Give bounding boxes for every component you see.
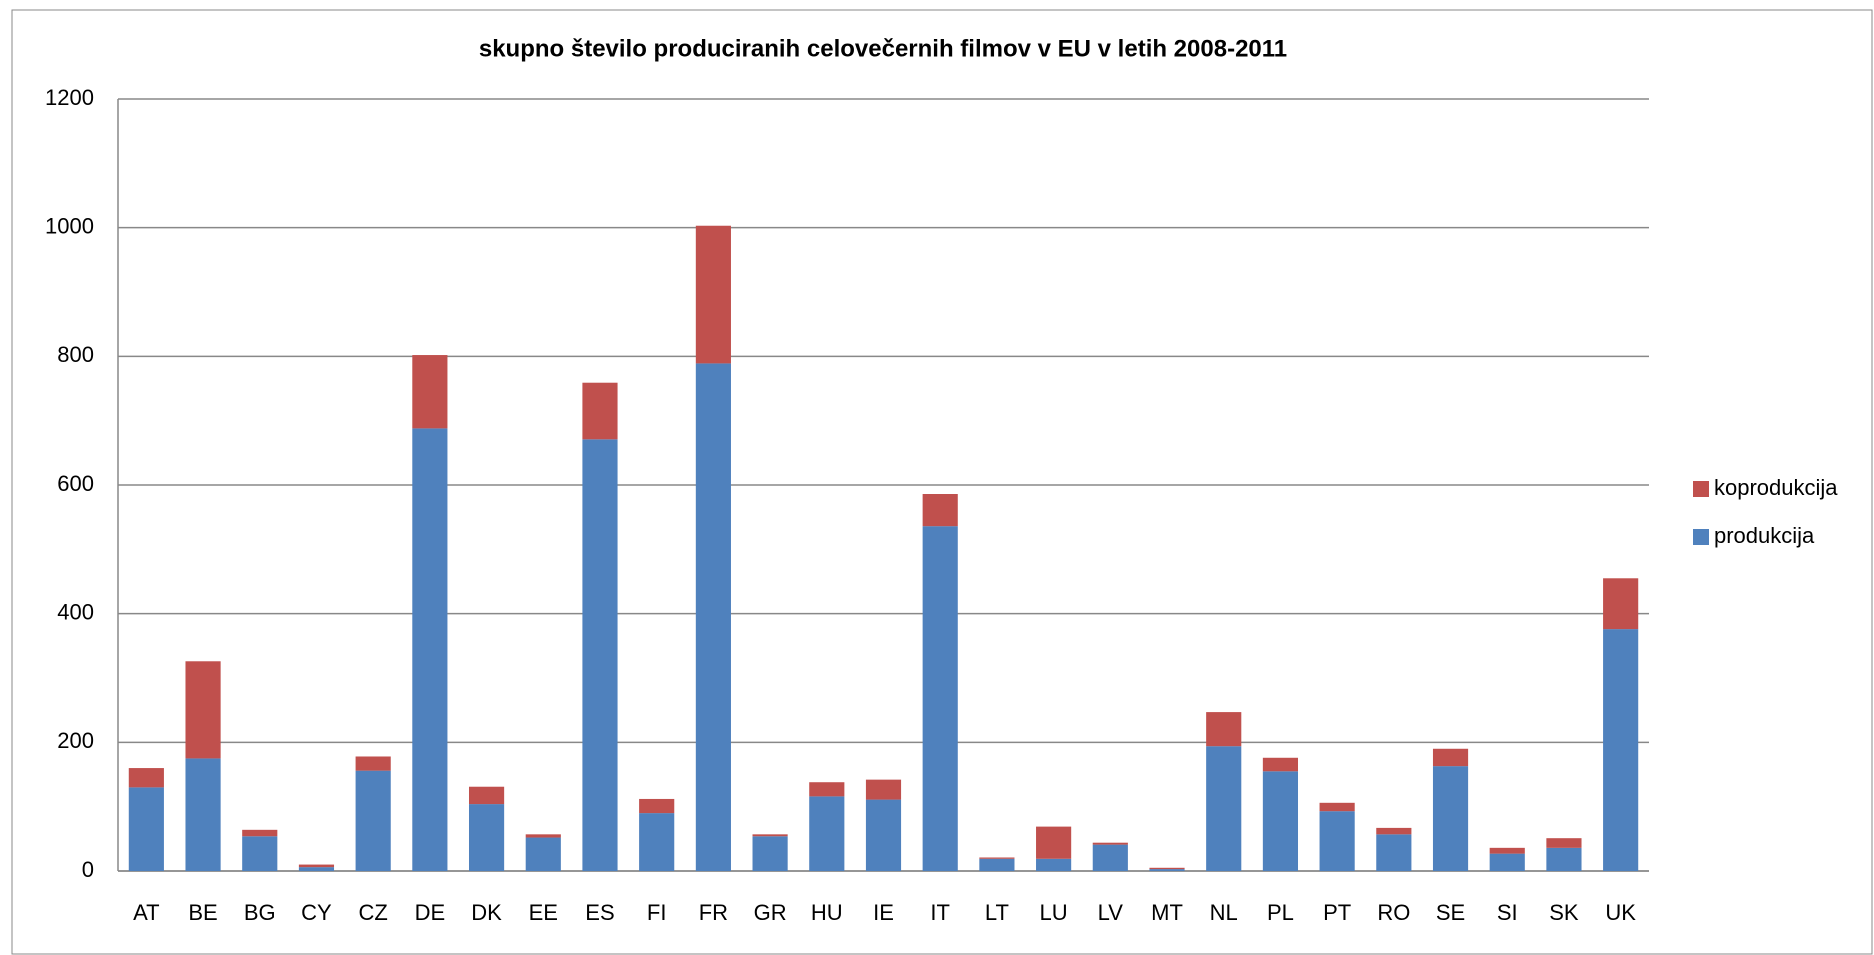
x-tick-label: BE <box>188 900 217 925</box>
x-tick-label: IE <box>873 900 894 925</box>
x-tick-label: BG <box>244 900 276 925</box>
bar-segment <box>1036 858 1072 871</box>
bar-segment <box>1546 847 1582 871</box>
legend-swatch <box>1693 529 1709 545</box>
x-tick-label: LT <box>985 900 1009 925</box>
bar-segment <box>1376 827 1412 835</box>
x-tick-label: RO <box>1377 900 1410 925</box>
bar-segment <box>1432 766 1469 871</box>
bar-segment <box>1092 842 1128 845</box>
bar-segment <box>582 382 618 440</box>
bar-segment <box>298 867 335 871</box>
bar-segment <box>695 225 731 364</box>
y-tick-label: 200 <box>57 728 94 753</box>
bar-segment <box>468 804 505 871</box>
x-tick-label: PT <box>1323 900 1351 925</box>
x-tick-label: SI <box>1497 900 1518 925</box>
bar-segment <box>865 779 902 800</box>
bar-segment <box>809 796 845 871</box>
bar-segment <box>185 661 221 759</box>
bar-segment <box>525 834 561 838</box>
x-tick-label: SE <box>1436 900 1465 925</box>
x-tick-label: GR <box>754 900 787 925</box>
bar-segment <box>1149 869 1185 871</box>
x-tick-label: FR <box>699 900 728 925</box>
bar-segment <box>1036 826 1072 859</box>
y-tick-label: 800 <box>57 342 94 367</box>
x-tick-label: NL <box>1210 900 1238 925</box>
bar-segment <box>1603 578 1639 630</box>
bar-segment <box>1489 853 1525 871</box>
bar-segment <box>1319 811 1355 871</box>
bar-segment <box>809 782 845 797</box>
bar-segment <box>1546 838 1582 848</box>
bar-segment <box>922 494 958 527</box>
bar-segment <box>695 363 731 871</box>
legend-label: produkcija <box>1714 523 1815 548</box>
x-tick-label: UK <box>1605 900 1636 925</box>
bar-segment <box>922 526 958 871</box>
bar-segment <box>979 857 1015 859</box>
bar-segment <box>639 798 675 814</box>
x-tick-label: DE <box>415 900 446 925</box>
bar-segment <box>412 355 448 429</box>
bar-segment <box>355 770 391 871</box>
bar-segment <box>242 836 278 871</box>
x-tick-label: HU <box>811 900 843 925</box>
bar-segment <box>1432 748 1469 767</box>
bar-segment <box>468 786 505 805</box>
x-tick-label: DK <box>471 900 502 925</box>
legend-swatch <box>1693 481 1709 497</box>
x-tick-label: AT <box>133 900 159 925</box>
bar-segment <box>298 864 335 868</box>
bar-segment <box>1149 867 1185 870</box>
x-tick-label: MT <box>1151 900 1183 925</box>
bar-segment <box>582 439 618 871</box>
y-tick-label: 1000 <box>45 213 94 238</box>
bar-segment <box>355 756 391 771</box>
x-tick-label: IT <box>930 900 950 925</box>
x-tick-label: EE <box>529 900 558 925</box>
x-tick-label: SK <box>1549 900 1579 925</box>
bar-segment <box>1376 834 1412 871</box>
y-tick-label: 0 <box>82 857 94 882</box>
bar-segment <box>1603 629 1639 871</box>
x-tick-label: CY <box>301 900 332 925</box>
bar-segment <box>185 758 221 871</box>
y-tick-label: 1200 <box>45 85 94 110</box>
bar-segment <box>1092 844 1128 871</box>
bar-segment <box>1489 847 1525 854</box>
x-tick-label: ES <box>585 900 614 925</box>
x-tick-label: PL <box>1267 900 1294 925</box>
x-tick-label: LV <box>1098 900 1124 925</box>
bar-segment <box>979 858 1015 871</box>
y-tick-label: 600 <box>57 471 94 496</box>
bar-segment <box>1206 746 1242 871</box>
bar-segment <box>128 768 164 788</box>
legend-label: koprodukcija <box>1714 475 1838 500</box>
x-tick-label: CZ <box>359 900 388 925</box>
bar-segment <box>1319 802 1355 812</box>
bar-segment <box>1206 712 1242 747</box>
bar-segment <box>525 837 561 871</box>
bar-segment <box>752 834 788 837</box>
bar-segment <box>639 813 675 871</box>
bar-segment <box>865 799 902 871</box>
bar-segment <box>752 836 788 871</box>
bar-segment <box>412 428 448 871</box>
y-tick-label: 400 <box>57 599 94 624</box>
bar-segment <box>1262 757 1299 772</box>
bar-segment <box>128 787 164 871</box>
bar-segment <box>1262 771 1299 871</box>
x-tick-label: FI <box>647 900 667 925</box>
x-tick-label: LU <box>1040 900 1068 925</box>
bar-segment <box>242 829 278 837</box>
chart-title: skupno število produciranih celovečernih… <box>479 35 1287 62</box>
